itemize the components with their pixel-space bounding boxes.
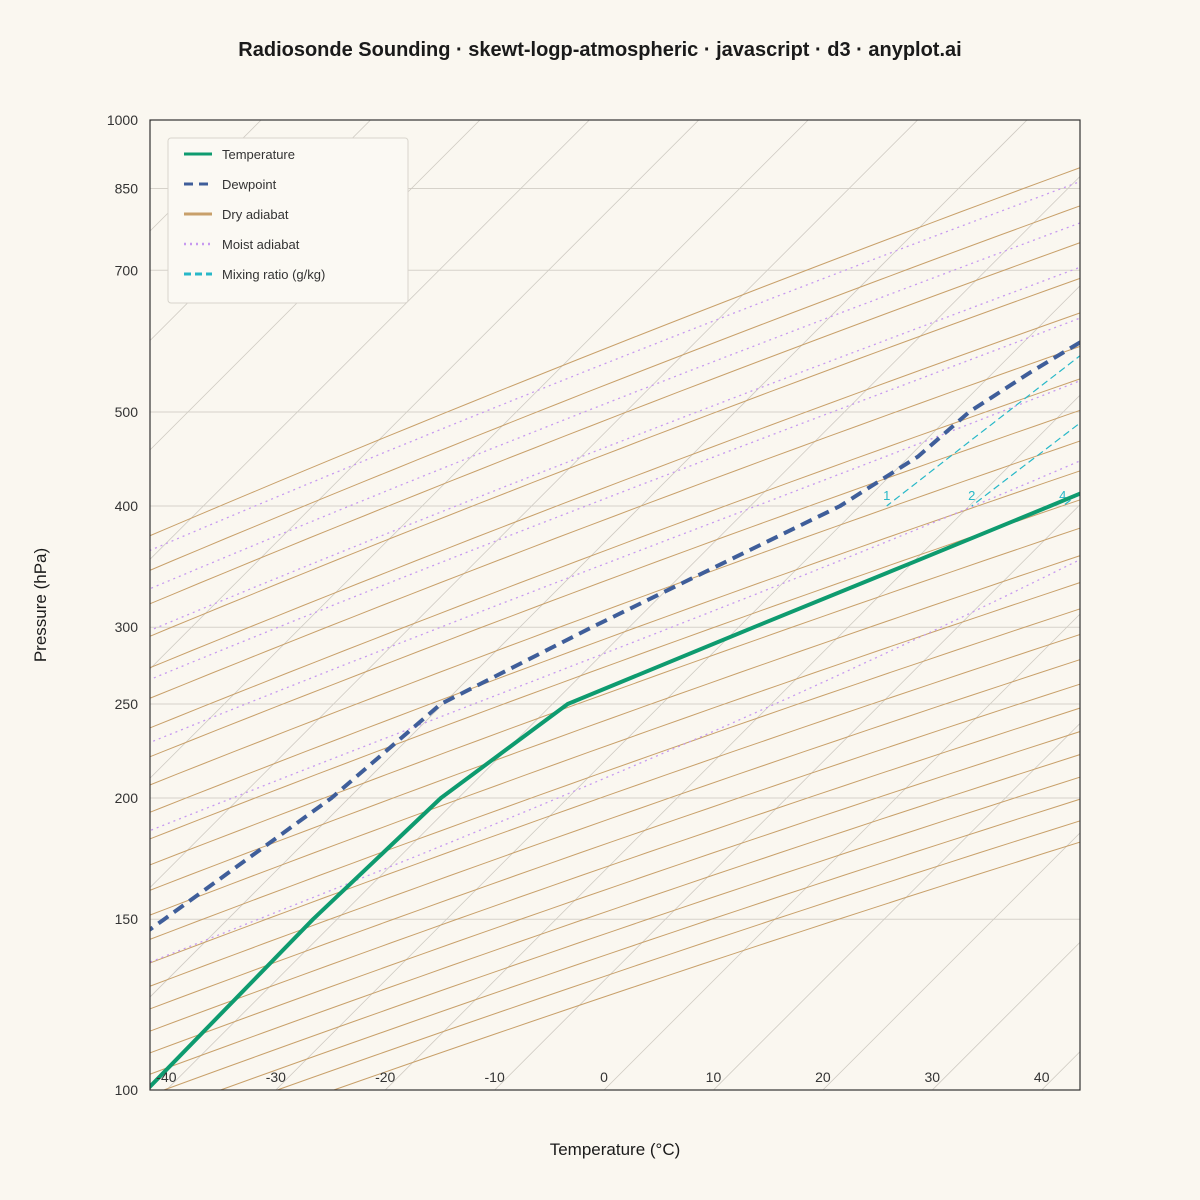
y-tick-label: 100 bbox=[115, 1082, 139, 1098]
plot-frame bbox=[149, 119, 1081, 1091]
dry-adiabat-line bbox=[150, 409, 1080, 758]
x-tick-label: -10 bbox=[485, 1069, 505, 1085]
legend-label-temperature: Temperature bbox=[222, 147, 295, 162]
dry-adiabat-line bbox=[150, 470, 1080, 813]
dry-adiabat-line bbox=[219, 798, 1080, 1090]
dry-adiabat-line bbox=[150, 312, 1080, 669]
y-tick-label: 1000 bbox=[107, 112, 138, 128]
legend-label-moist-adiabat: Moist adiabat bbox=[222, 237, 300, 252]
legend-label-dewpoint: Dewpoint bbox=[222, 177, 277, 192]
x-tick-label: 20 bbox=[815, 1069, 831, 1085]
x-tick-label: 30 bbox=[925, 1069, 941, 1085]
y-tick-label: 500 bbox=[115, 404, 139, 420]
dry-adiabat-line bbox=[150, 659, 1080, 987]
mixing-ratio-line bbox=[886, 354, 1080, 507]
dry-adiabat-line bbox=[150, 633, 1080, 964]
dry-adiabat-line bbox=[150, 167, 1080, 537]
legend: Temperature Dewpoint Dry adiabat Moist adia… bbox=[167, 137, 409, 304]
dry-adiabat-line bbox=[150, 345, 1080, 699]
isotherm-gridline bbox=[150, 120, 700, 670]
y-tick-label: 400 bbox=[115, 498, 139, 514]
legend-box bbox=[167, 137, 409, 304]
x-tick-label: -20 bbox=[375, 1069, 395, 1085]
isotherm-gridline bbox=[384, 394, 1080, 1090]
dry-adiabat-line bbox=[150, 731, 1080, 1054]
dewpoint-profile-line bbox=[150, 340, 1080, 932]
dry-adiabat-line bbox=[150, 527, 1080, 866]
isotherm-gridline bbox=[712, 722, 1080, 1090]
dry-adiabat-line bbox=[150, 555, 1080, 891]
y-axis-label: Pressure (hPa) bbox=[31, 548, 50, 662]
legend-label-dry-adiabat: Dry adiabat bbox=[222, 207, 289, 222]
dry-adiabat-line bbox=[150, 277, 1080, 637]
isotherm-gridline bbox=[275, 285, 1080, 1090]
dry-adiabat-line bbox=[150, 499, 1080, 840]
dry-adiabat-line bbox=[150, 378, 1080, 729]
legend-label-mixing-ratio: Mixing ratio (g/kg) bbox=[222, 267, 325, 282]
isotherm-gridline bbox=[603, 613, 1080, 1090]
isotherm-gridline bbox=[150, 120, 919, 889]
y-tick-label: 300 bbox=[115, 619, 139, 635]
isotherm-gridline bbox=[165, 175, 1080, 1090]
dry-adiabat-line bbox=[150, 754, 1080, 1075]
moist-adiabat-line bbox=[150, 266, 1080, 632]
isotherm-gridline bbox=[931, 941, 1080, 1090]
mixing-ratio-line bbox=[971, 422, 1080, 507]
dry-adiabat-line bbox=[150, 707, 1080, 1032]
x-tick-label: -40 bbox=[156, 1069, 176, 1085]
dry-adiabat-line bbox=[150, 440, 1080, 786]
mixing-ratio-label: 4 bbox=[1059, 488, 1066, 503]
temperature-profile-line bbox=[150, 491, 1080, 1090]
dry-adiabat-line bbox=[332, 841, 1080, 1090]
dry-adiabat-line bbox=[275, 820, 1080, 1090]
y-tick-label: 700 bbox=[115, 262, 139, 278]
x-tick-label: 0 bbox=[600, 1069, 608, 1085]
mixing-ratio-label: 1 bbox=[883, 488, 890, 503]
y-tick-label: 150 bbox=[115, 911, 139, 927]
isotherm-gridline bbox=[822, 832, 1080, 1090]
dry-adiabat-line bbox=[150, 205, 1080, 571]
isotherm-gridline bbox=[150, 120, 809, 779]
dry-adiabat-line bbox=[150, 582, 1080, 916]
mixing-ratio-label: 2 bbox=[968, 488, 975, 503]
dry-adiabat-line bbox=[150, 683, 1080, 1010]
x-tick-label: 10 bbox=[706, 1069, 722, 1085]
chart-title: Radiosonde Sounding · skewt-logp-atmosph… bbox=[238, 39, 961, 61]
x-axis-label: Temperature (°C) bbox=[550, 1140, 681, 1159]
dry-adiabat-line bbox=[150, 242, 1080, 605]
x-tick-label: -30 bbox=[266, 1069, 286, 1085]
y-tick-label: 850 bbox=[115, 180, 139, 196]
y-tick-label: 250 bbox=[115, 696, 139, 712]
isotherm-gridline bbox=[150, 120, 590, 560]
x-tick-label: 40 bbox=[1034, 1069, 1050, 1085]
dry-adiabat-line bbox=[162, 776, 1080, 1090]
y-tick-label: 200 bbox=[115, 790, 139, 806]
